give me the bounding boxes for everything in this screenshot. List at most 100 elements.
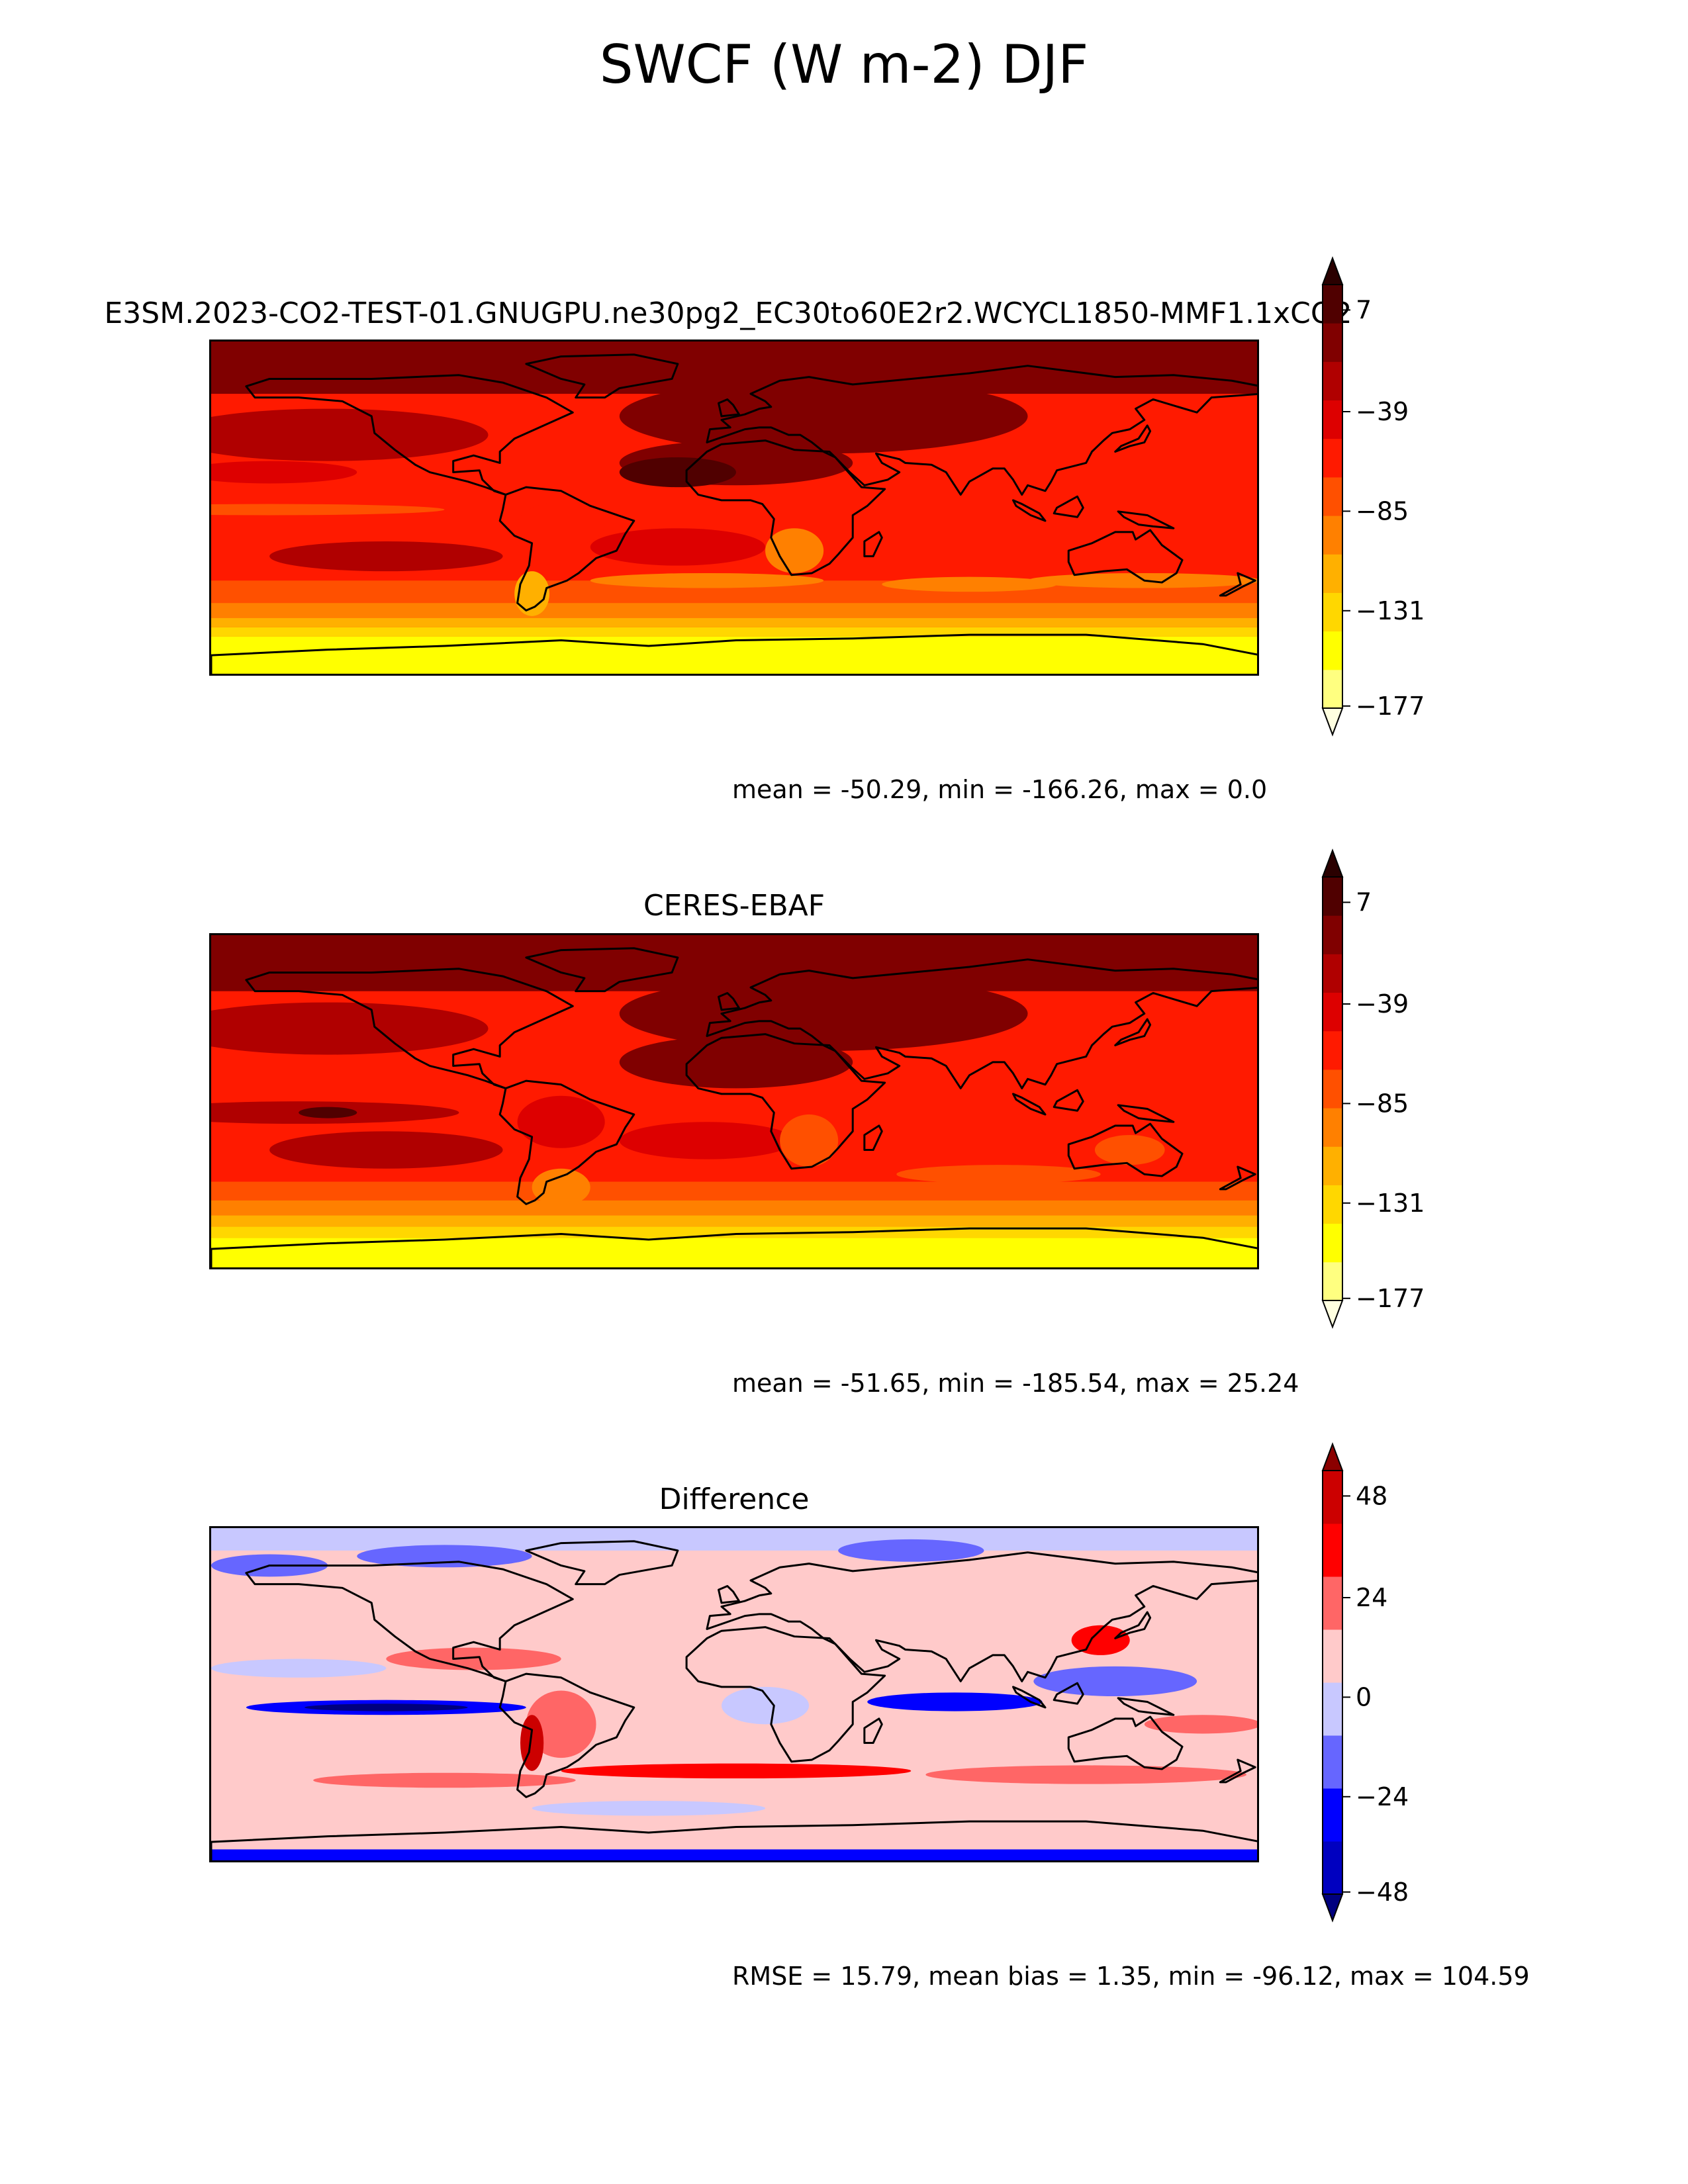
colorbar-tick-label: 7	[1356, 295, 1372, 324]
field-region	[299, 1107, 357, 1118]
panel-1-map	[209, 340, 1259, 676]
field-band	[211, 603, 1257, 618]
coastline-sumatra	[1012, 1093, 1047, 1116]
coastline-newguinea	[1117, 1697, 1175, 1716]
colorbar-band	[1323, 516, 1342, 555]
coastline-samerica	[498, 1079, 635, 1205]
map-svg	[211, 935, 1257, 1267]
map-svg	[211, 1528, 1257, 1860]
colorbar-tick-label: −39	[1356, 397, 1409, 426]
map-svg	[211, 341, 1257, 674]
coastline-namerica	[245, 374, 574, 496]
panel-2-colorbar: 7 −39 −85 −131 −177	[1321, 848, 1466, 1336]
coastline-nz	[1219, 1165, 1256, 1191]
field-region	[526, 1690, 596, 1758]
field-region	[357, 1545, 532, 1568]
field-region	[1094, 1134, 1165, 1165]
field-region	[619, 457, 736, 488]
field-region	[1027, 572, 1257, 588]
colorbar-extend-low	[1321, 1300, 1344, 1329]
colorbar-band	[1323, 592, 1342, 632]
colorbar-band	[1323, 1069, 1342, 1109]
colorbar-band	[1323, 1471, 1342, 1524]
colorbar-band	[1323, 438, 1342, 478]
colorbar-band	[1323, 477, 1342, 516]
coastline-newguinea	[1117, 510, 1175, 529]
colorbar-band	[1323, 554, 1342, 593]
colorbar-band	[1323, 915, 1342, 954]
coastline-antarctica	[211, 633, 1257, 674]
panel-3-colorbar: 48 24 0 −24 −48	[1321, 1442, 1466, 1930]
coastline-newguinea	[1117, 1104, 1175, 1123]
coastline-madagascar	[863, 531, 883, 558]
field-region	[867, 1692, 1043, 1711]
colorbar-band	[1323, 1261, 1342, 1301]
colorbar-band	[1323, 1735, 1342, 1789]
field-region	[590, 572, 824, 588]
field-region	[619, 1036, 853, 1089]
panel-3-stats: RMSE = 15.79, mean bias = 1.35, min = -9…	[732, 1962, 1530, 1991]
coastline-nz	[1219, 1758, 1256, 1784]
colorbar-band	[1323, 954, 1342, 993]
field-band	[211, 1226, 1257, 1238]
panel-1-stats: mean = -50.29, min = -166.26, max = 0.0	[732, 775, 1268, 804]
coastline-samerica	[498, 486, 635, 612]
colorbar-band	[1323, 1185, 1342, 1224]
colorbar-extend-high	[1321, 1442, 1344, 1471]
colorbar-band	[1323, 400, 1342, 439]
field-region	[1033, 1666, 1197, 1696]
coastline-borneo	[1053, 1682, 1084, 1705]
colorbar-tick-label: −24	[1356, 1782, 1409, 1811]
coastline-antarctica	[211, 1820, 1257, 1860]
field-region	[765, 528, 824, 573]
coastline-japan	[1114, 424, 1152, 453]
coastline-japan	[1114, 1018, 1152, 1047]
field-region	[517, 1095, 605, 1148]
field-region	[721, 1686, 810, 1725]
field-band	[211, 1849, 1257, 1860]
field-region	[882, 576, 1057, 592]
panel-2-map	[209, 933, 1259, 1269]
coastline-uk	[718, 991, 740, 1011]
colorbar-tick-label: −177	[1356, 1284, 1425, 1313]
coastline-uk	[718, 1584, 740, 1604]
coastline-australia	[1067, 529, 1184, 584]
colorbar-tick-label: 48	[1356, 1481, 1387, 1510]
field-band	[211, 1215, 1257, 1227]
colorbar-tick-label: −85	[1356, 496, 1409, 525]
coastline-eurasia	[706, 958, 1257, 1089]
field-region	[211, 461, 357, 484]
field-region	[780, 1114, 839, 1167]
colorbar-tick-label: −85	[1356, 1089, 1409, 1118]
colorbar-band	[1323, 1030, 1342, 1070]
field-region	[211, 408, 489, 461]
coastline-australia	[1067, 1715, 1184, 1770]
field-band	[211, 1200, 1257, 1216]
colorbar-extend-high	[1321, 848, 1344, 878]
coastline-greenland	[525, 1540, 679, 1586]
field-region	[838, 1539, 984, 1562]
colorbar-extend-high	[1321, 256, 1344, 285]
field-band	[211, 1181, 1257, 1201]
colorbar-band	[1323, 1146, 1342, 1185]
colorbar-band	[1323, 1108, 1342, 1147]
colorbar-band	[1323, 669, 1342, 709]
colorbar-svg: 7 −39 −85 −131 −177	[1321, 256, 1425, 737]
colorbar-band	[1323, 1841, 1342, 1895]
colorbar-band	[1323, 992, 1342, 1032]
field-region	[896, 1165, 1101, 1184]
field-region	[619, 1122, 795, 1160]
field-region	[590, 528, 766, 566]
panel-2-title: CERES-EBAF	[643, 889, 825, 923]
coastline-borneo	[1053, 1089, 1084, 1112]
coastline-madagascar	[863, 1717, 883, 1745]
field-region	[211, 1002, 489, 1055]
panel-1-colorbar: 7 −39 −85 −131 −177	[1321, 256, 1466, 744]
panel-2-stats: mean = -51.65, min = -185.54, max = 25.2…	[732, 1369, 1299, 1398]
field-region	[304, 1704, 468, 1711]
field-region	[514, 571, 550, 616]
colorbar-band	[1323, 877, 1342, 916]
coastline-uk	[718, 398, 740, 418]
coastline-greenland	[525, 353, 679, 399]
field-region	[619, 379, 1028, 454]
